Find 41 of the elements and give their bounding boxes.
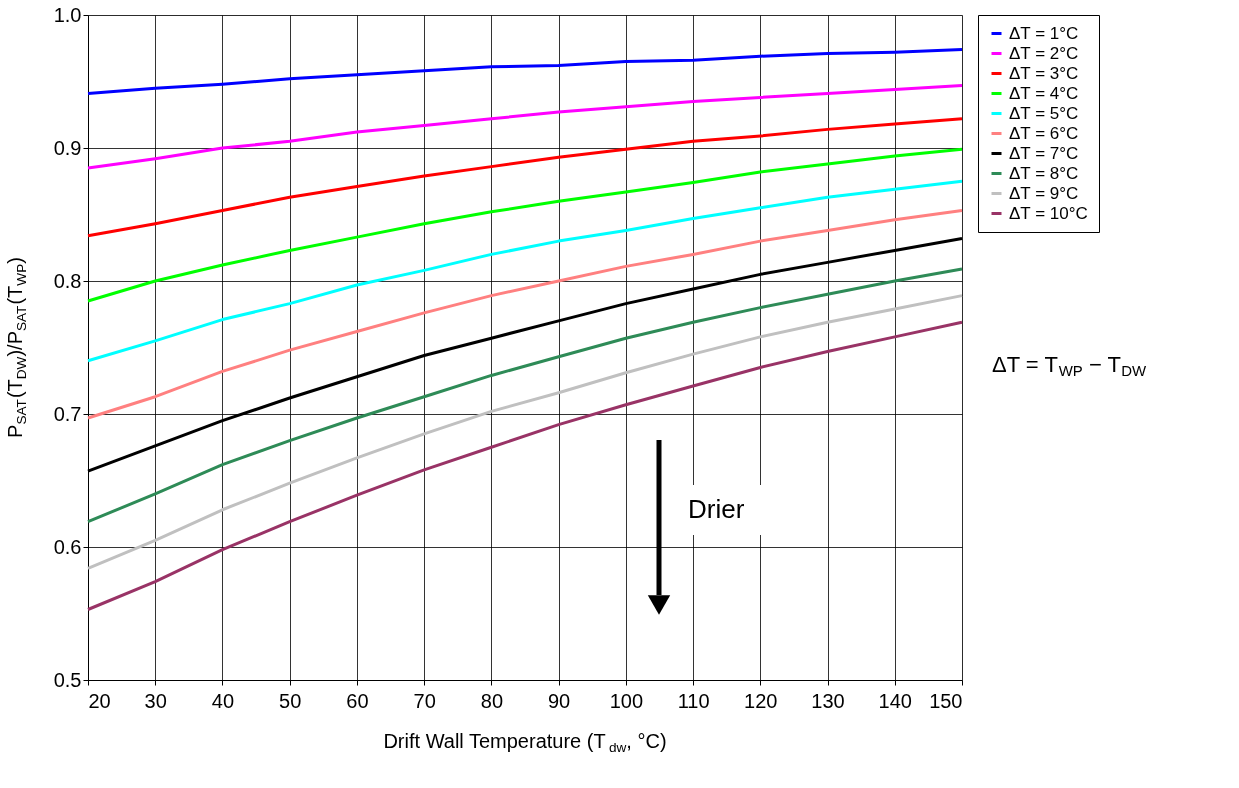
x-tick-label: 20 xyxy=(88,689,111,712)
x-tick-label: 80 xyxy=(480,689,504,712)
line-series xyxy=(86,209,964,420)
line-series xyxy=(86,48,964,95)
x-tick-label: 30 xyxy=(144,689,167,712)
legend-label: ΔT = 8°C xyxy=(1009,163,1079,183)
line-series xyxy=(86,83,964,170)
x-tick-label: 70 xyxy=(413,689,436,712)
x-tick-label: 150 xyxy=(929,689,963,712)
legend-label: ΔT = 3°C xyxy=(1009,63,1079,83)
y-tick-label: 0.7 xyxy=(53,402,82,425)
text: PSAT(TDW)/PSAT(TWP) xyxy=(4,257,29,438)
line-series xyxy=(86,117,964,238)
y-tick-label: 0.9 xyxy=(53,136,82,159)
legend-label: ΔT = 6°C xyxy=(1009,123,1079,143)
legend-label: ΔT = 10°C xyxy=(1009,203,1088,223)
x-tick-label: 90 xyxy=(547,689,571,712)
y-tick-label: 0.6 xyxy=(53,535,82,558)
legend-label: ΔT = 4°C xyxy=(1009,83,1079,103)
x-tick-label: 100 xyxy=(609,689,644,712)
line-series xyxy=(86,294,964,570)
y-tick-label: 0.8 xyxy=(53,269,82,292)
y-tick-label: 1.0 xyxy=(53,3,82,26)
annotation: Drier xyxy=(688,494,745,524)
x-tick-label: 50 xyxy=(279,689,302,712)
x-tick-label: 60 xyxy=(346,689,369,712)
line-series xyxy=(86,147,964,303)
x-tick-label: 130 xyxy=(811,689,845,712)
legend-label: ΔT = 5°C xyxy=(1009,103,1079,123)
x-tick-label: 120 xyxy=(744,689,778,712)
line-series xyxy=(86,179,964,363)
x-tick-label: 140 xyxy=(878,689,912,712)
x-tick-label: 40 xyxy=(211,689,235,712)
legend-label: ΔT = 2°C xyxy=(1009,43,1079,63)
legend-label: ΔT = 1°C xyxy=(1009,23,1079,43)
x-tick-label: 110 xyxy=(677,689,710,712)
line-series xyxy=(86,267,964,524)
y-tick-label: 0.5 xyxy=(53,668,82,691)
legend-label: ΔT = 7°C xyxy=(1009,143,1079,163)
legend-label: ΔT = 9°C xyxy=(1009,183,1079,203)
line-series xyxy=(86,320,964,612)
